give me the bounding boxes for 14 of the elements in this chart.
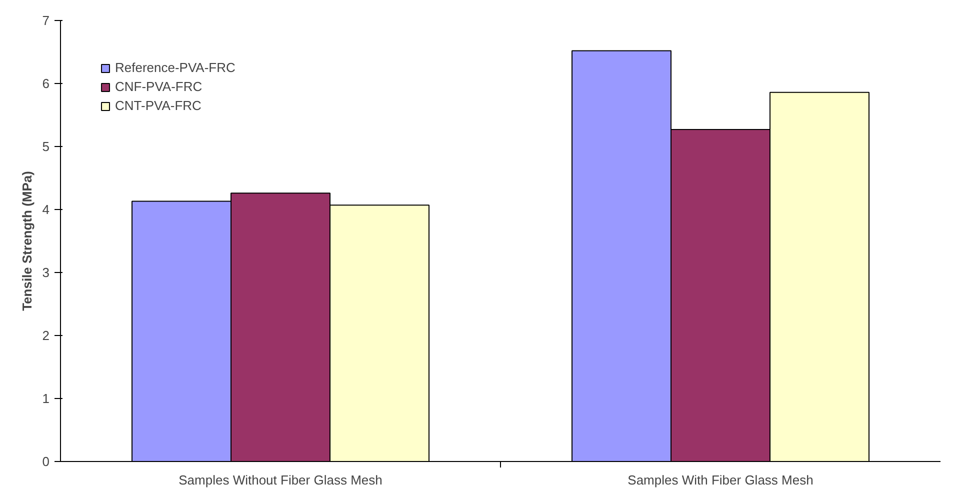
y-tick-label: 7 [42, 13, 50, 28]
legend-label: CNF-PVA-FRC [115, 79, 202, 94]
y-tick-label: 4 [42, 202, 50, 217]
y-tick-label: 1 [42, 391, 50, 406]
legend-label: Reference-PVA-FRC [115, 60, 236, 75]
y-tick-label: 3 [42, 265, 50, 280]
y-tick-label: 2 [42, 328, 50, 343]
legend-label: CNT-PVA-FRC [115, 98, 202, 113]
x-tick-label: Samples Without Fiber Glass Mesh [178, 472, 382, 488]
x-tick-label: Samples With Fiber Glass Mesh [628, 472, 814, 488]
y-tick-label: 0 [42, 454, 50, 469]
y-axis-title: Tensile Strength (MPa) [19, 171, 34, 311]
y-tick-label: 5 [42, 139, 50, 154]
y-tick-label: 6 [42, 76, 50, 91]
